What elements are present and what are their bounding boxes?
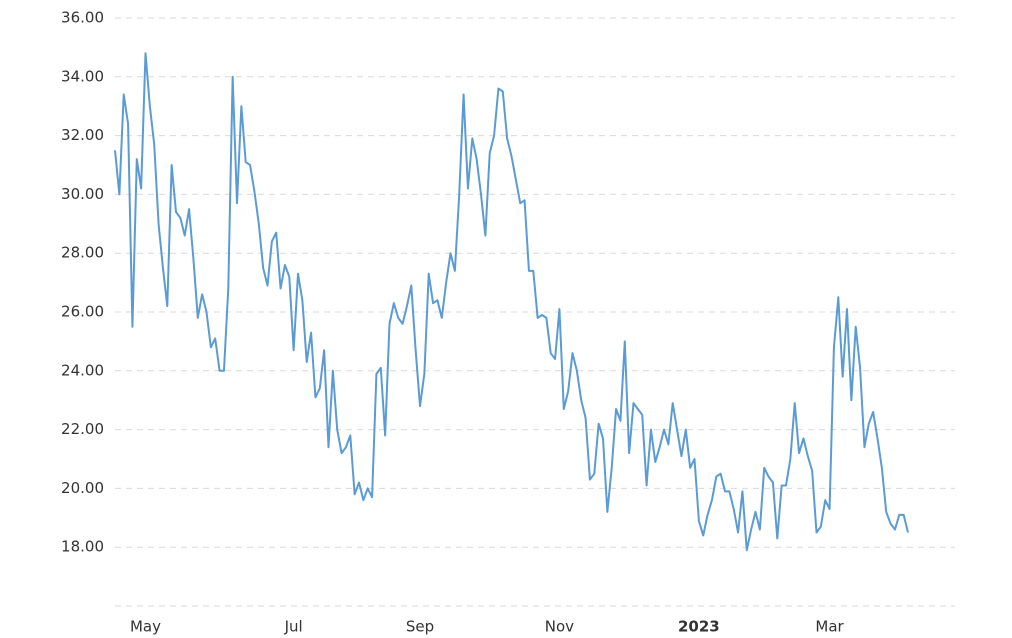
y-tick-label: 26.00 — [61, 303, 104, 321]
x-tick-label: Mar — [815, 618, 844, 636]
y-tick-label: 24.00 — [61, 361, 104, 379]
x-tick-label: May — [130, 618, 161, 636]
y-tick-label: 30.00 — [61, 185, 104, 203]
x-tick-label: Sep — [406, 618, 434, 636]
y-tick-label: 20.00 — [61, 479, 104, 497]
price-line — [114, 52, 909, 552]
x-tick-label: 2023 — [678, 618, 720, 636]
y-tick-label: 32.00 — [61, 126, 104, 144]
y-tick-label: 28.00 — [61, 244, 104, 262]
y-tick-label: 34.00 — [61, 67, 104, 85]
x-tick-label: Jul — [284, 618, 303, 636]
y-tick-label: 22.00 — [61, 420, 104, 438]
y-tick-label: 18.00 — [61, 538, 104, 556]
x-tick-label: Nov — [545, 618, 574, 636]
y-tick-label: 36.00 — [61, 9, 104, 27]
